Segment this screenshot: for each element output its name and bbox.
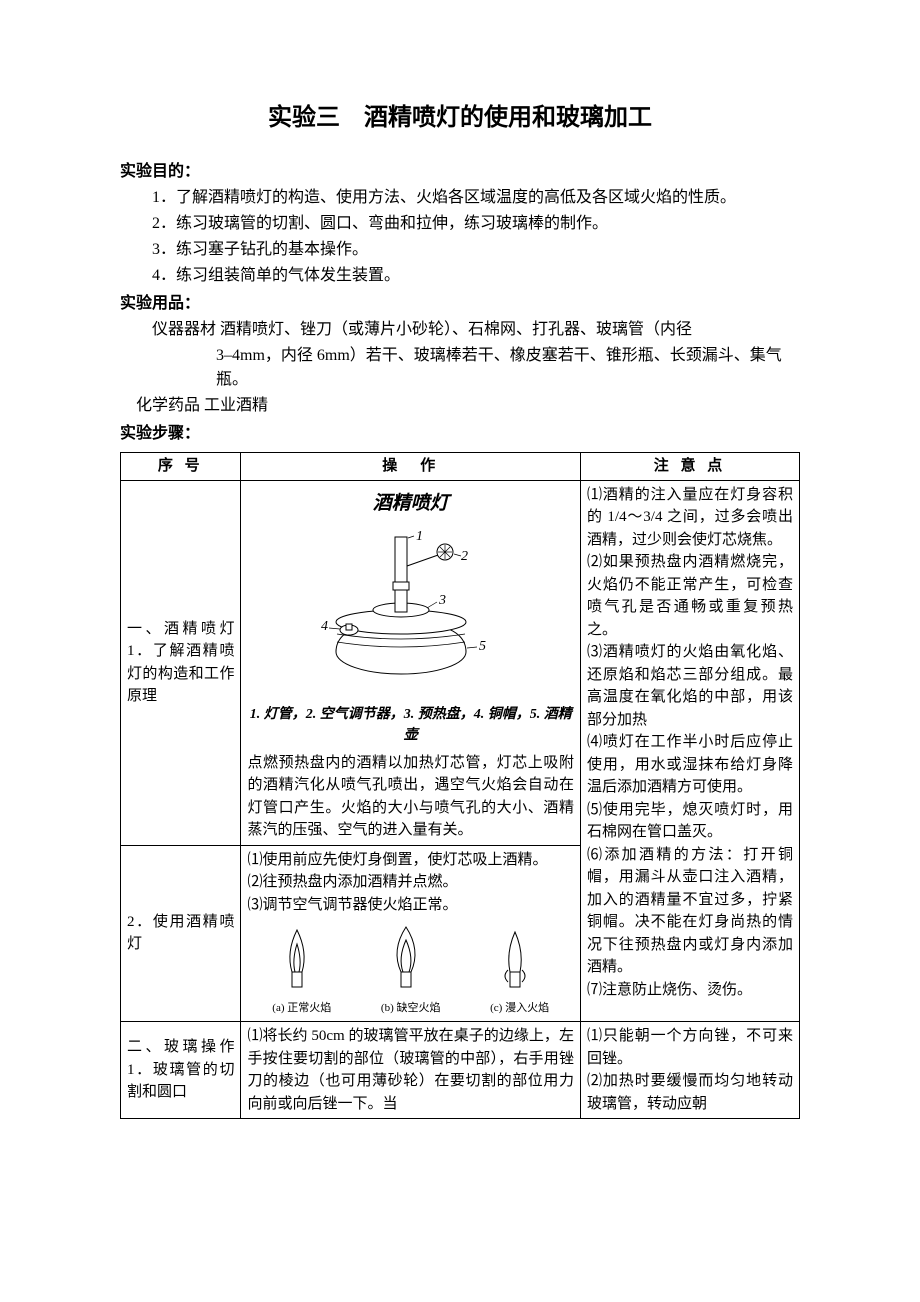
col-op: 操 作 [241,453,581,481]
purpose-item: 1．了解酒精喷灯的构造、使用方法、火焰各区域温度的高低及各区域火焰的性质。 [152,186,800,210]
materials-block: 仪器器材 酒精喷灯、锉刀（或薄片小砂轮）、石棉网、打孔器、玻璃管（内径 3–4m… [120,318,800,418]
lamp-label-1: 1 [416,529,423,544]
lamp-figure: 酒精喷灯 [247,490,574,746]
lamp-label-4: 4 [321,619,328,634]
op-text: ⑴使用前应先使灯身倒置，使灯芯吸上酒精。 ⑵往预热盘内添加酒精并点燃。 ⑶调节空… [247,849,574,917]
op-cell: ⑴将长约 50cm 的玻璃管平放在桌子的边缘上，左手按住要切割的部位（玻璃管的中… [241,1022,581,1119]
col-seq: 序 号 [121,453,241,481]
purpose-list: 1．了解酒精喷灯的构造、使用方法、火焰各区域温度的高低及各区域火焰的性质。 2．… [120,186,800,288]
op-cell: ⑴使用前应先使灯身倒置，使灯芯吸上酒精。 ⑵往预热盘内添加酒精并点燃。 ⑶调节空… [241,845,581,1022]
flame-b: (b) 缺空火焰 [381,922,441,1016]
lamp-svg: 1 2 3 4 5 [291,522,531,692]
flame-label-b: (b) 缺空火焰 [381,1000,441,1017]
steps-head: 实验步骤： [120,422,800,446]
flame-c: (c) 漫入火焰 [490,922,549,1016]
seq-cell: 一、酒精喷灯 1．了解酒精喷灯的构造和工作原理 [121,480,241,845]
steps-table: 序 号 操 作 注 意 点 一、酒精喷灯 1．了解酒精喷灯的构造和工作原理 酒精… [120,452,800,1119]
materials-head: 实验用品： [120,292,800,316]
flame-label-c: (c) 漫入火焰 [490,1000,549,1017]
table-row: 一、酒精喷灯 1．了解酒精喷灯的构造和工作原理 酒精喷灯 [121,480,800,845]
lamp-label-3: 3 [438,593,446,608]
purpose-head: 实验目的： [120,160,800,184]
notes-cell: ⑴酒精的注入量应在灯身容积的 1/4～3/4 之间，过多会喷出酒精，过少则会使灯… [580,480,799,1022]
op-cell: 酒精喷灯 [241,480,581,845]
flame-a: (a) 正常火焰 [272,922,331,1016]
flame-label-a: (a) 正常火焰 [272,1000,331,1017]
flame-figure: (a) 正常火焰 (b) 缺空火焰 [247,922,574,1016]
materials-line: 化学药品 工业酒精 [120,394,800,418]
materials-line: 3–4mm，内径 6mm）若干、玻璃棒若干、橡皮塞若干、锥形瓶、长颈漏斗、集气瓶… [120,344,800,392]
seq-cell: 二、玻璃操作 1．玻璃管的切割和圆口 [121,1022,241,1119]
lamp-figure-title: 酒精喷灯 [373,493,449,514]
op-text: 点燃预热盘内的酒精以加热灯芯管，灯芯上吸附的酒精汽化从喷气孔喷出，遇空气火焰会自… [247,752,574,842]
notes-cell: ⑴只能朝一个方向锉，不可来回锉。 ⑵加热时要缓慢而均匀地转动玻璃管，转动应朝 [580,1022,799,1119]
page-title: 实验三 酒精喷灯的使用和玻璃加工 [120,100,800,136]
lamp-caption: 1. 灯管，2. 空气调节器，3. 预热盘，4. 铜帽，5. 酒精壶 [247,704,574,746]
table-row: 二、玻璃操作 1．玻璃管的切割和圆口 ⑴将长约 50cm 的玻璃管平放在桌子的边… [121,1022,800,1119]
notes-text: ⑴酒精的注入量应在灯身容积的 1/4～3/4 之间，过多会喷出酒精，过少则会使灯… [587,484,793,799]
notes-text: ⑸使用完毕，熄灭喷灯时，用石棉网在管口盖灭。 ⑹添加酒精的方法：打开铜帽，用漏斗… [587,799,793,1002]
purpose-item: 3．练习塞子钻孔的基本操作。 [152,238,800,262]
lamp-label-2: 2 [461,549,468,564]
purpose-item: 2．练习玻璃管的切割、圆口、弯曲和拉伸，练习玻璃棒的制作。 [152,212,800,236]
lamp-label-5: 5 [479,639,486,654]
purpose-item: 4．练习组装简单的气体发生装置。 [152,264,800,288]
materials-line: 仪器器材 酒精喷灯、锉刀（或薄片小砂轮）、石棉网、打孔器、玻璃管（内径 [120,318,800,342]
seq-cell: 2．使用酒精喷灯 [121,845,241,1022]
col-notes: 注 意 点 [580,453,799,481]
